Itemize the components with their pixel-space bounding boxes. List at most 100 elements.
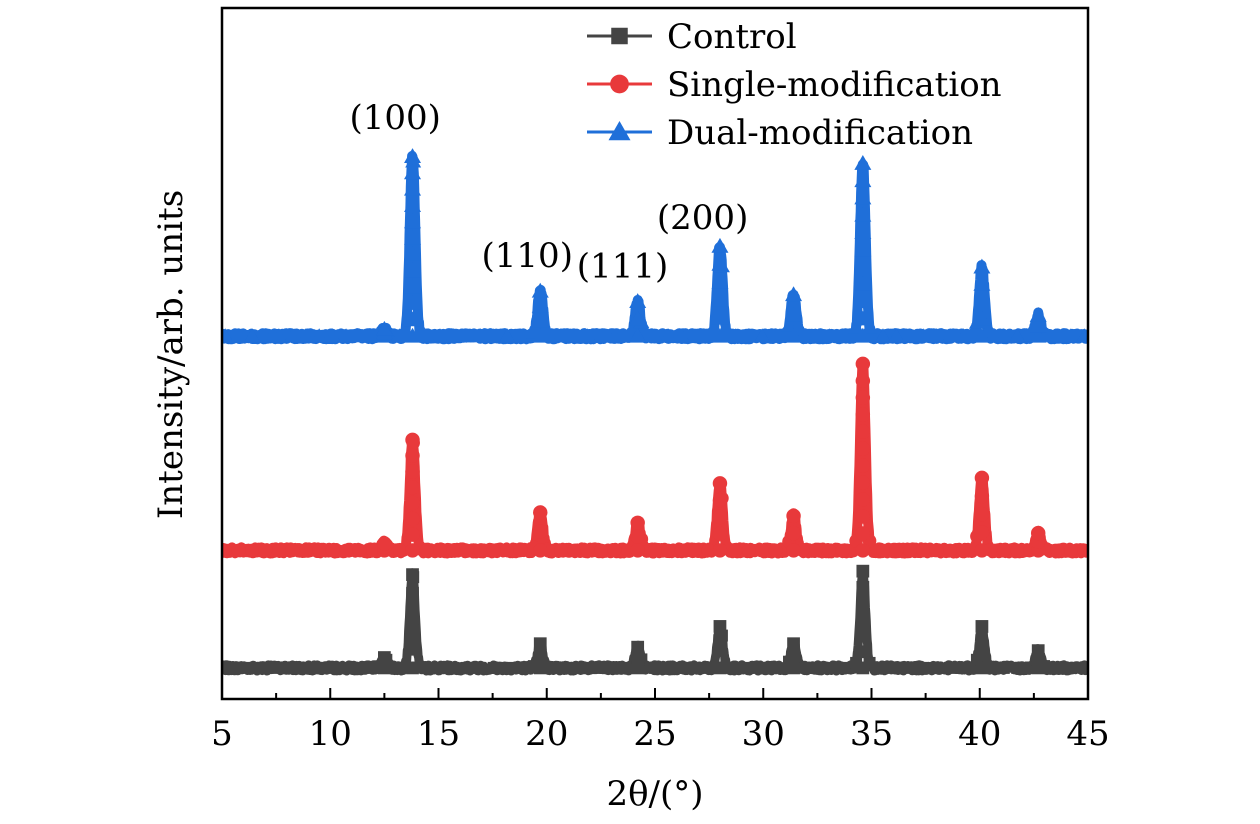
peak-marker [855,492,871,507]
data-point-marker [834,328,851,343]
data-point-marker [646,328,663,343]
data-point-marker [1062,328,1079,343]
data-point-marker [916,543,931,558]
peak-marker [855,509,871,524]
peak-marker [1029,306,1047,322]
peak-label: (100) [349,98,440,138]
peak-marker [855,475,871,490]
data-point-marker [930,661,943,674]
peak-marker [713,620,727,633]
peak-marker [786,543,801,558]
peak-marker [712,509,728,525]
peak-marker [404,246,422,261]
x-tick-label: 35 [850,714,893,754]
peak-marker [1029,327,1047,343]
data-point-marker [312,543,327,558]
data-point-marker [433,543,447,558]
data-point-marker [741,543,756,558]
data-point-marker [740,328,757,343]
data-point-marker [419,543,434,558]
data-point-marker [861,319,878,334]
data-point-marker [244,328,261,343]
data-point-marker [673,328,690,343]
data-point-marker [272,661,285,674]
data-point-marker [754,328,771,343]
peak-marker [533,524,548,539]
data-point-marker [581,661,594,674]
series-line [222,357,1088,559]
peak-marker [630,543,645,558]
peak-marker [631,651,645,664]
data-point-marker [338,328,355,343]
data-point-marker [648,661,661,674]
peak-marker [711,273,729,289]
legend-item: Dual-modification [587,113,973,153]
data-point-marker [391,328,408,343]
peak-marker [854,206,872,222]
peak-marker [974,506,990,522]
peak-marker [973,293,991,309]
data-point-marker [606,328,623,343]
data-point-marker [222,543,233,558]
data-point-marker [1011,661,1024,674]
peak-marker [855,424,871,439]
peak-marker [631,640,645,654]
data-point-marker [807,328,824,343]
data-point-marker [1078,661,1088,674]
data-point-marker [554,543,568,558]
data-point-marker [366,661,379,674]
data-point-marker [418,328,435,343]
data-point-marker [297,328,314,343]
data-point-marker [742,661,755,674]
peak-marker [404,311,422,327]
data-point-marker [956,543,971,558]
peak-marker [533,661,547,675]
data-point-marker [434,661,447,674]
data-point-marker [756,661,769,674]
peak-marker [854,275,872,291]
data-point-marker [675,661,688,674]
data-point-marker [767,328,784,343]
peak-marker [711,327,729,343]
data-point-marker [392,543,407,558]
data-point-marker [272,543,286,558]
data-point-marker [568,661,581,674]
data-point-marker [259,661,272,674]
data-point-marker [1009,328,1026,343]
peak-marker [973,258,991,274]
data-point-marker [500,543,514,558]
peak-marker [786,525,801,541]
data-point-marker [702,661,715,674]
data-point-marker [768,543,783,558]
data-point-marker [727,328,744,343]
peak-marker [406,661,419,675]
peak-marker [854,327,872,343]
data-point-marker [432,328,449,343]
data-point-marker [339,543,353,558]
data-point-marker [607,543,622,558]
legend-marker [611,27,628,45]
peak-marker [855,526,871,541]
peak-marker [975,620,989,633]
peak-marker [406,624,419,637]
peak-marker [974,488,990,504]
peak-marker [404,180,422,196]
data-point-marker [284,328,301,343]
peak-marker [531,312,549,328]
peak-marker [406,586,419,600]
peak-marker [973,310,991,326]
plot-area [222,148,1088,676]
peak-marker [629,293,647,309]
x-tick-label: 40 [958,714,1001,754]
peak-marker [405,432,420,448]
data-point-marker [473,543,488,558]
data-point-marker [661,543,676,558]
peak-marker [631,661,645,675]
peak-marker [785,286,803,302]
peak-marker [712,543,728,558]
peak-marker [531,327,549,343]
data-point-marker [501,661,514,674]
data-point-marker [460,543,474,558]
data-point-marker [311,328,328,343]
